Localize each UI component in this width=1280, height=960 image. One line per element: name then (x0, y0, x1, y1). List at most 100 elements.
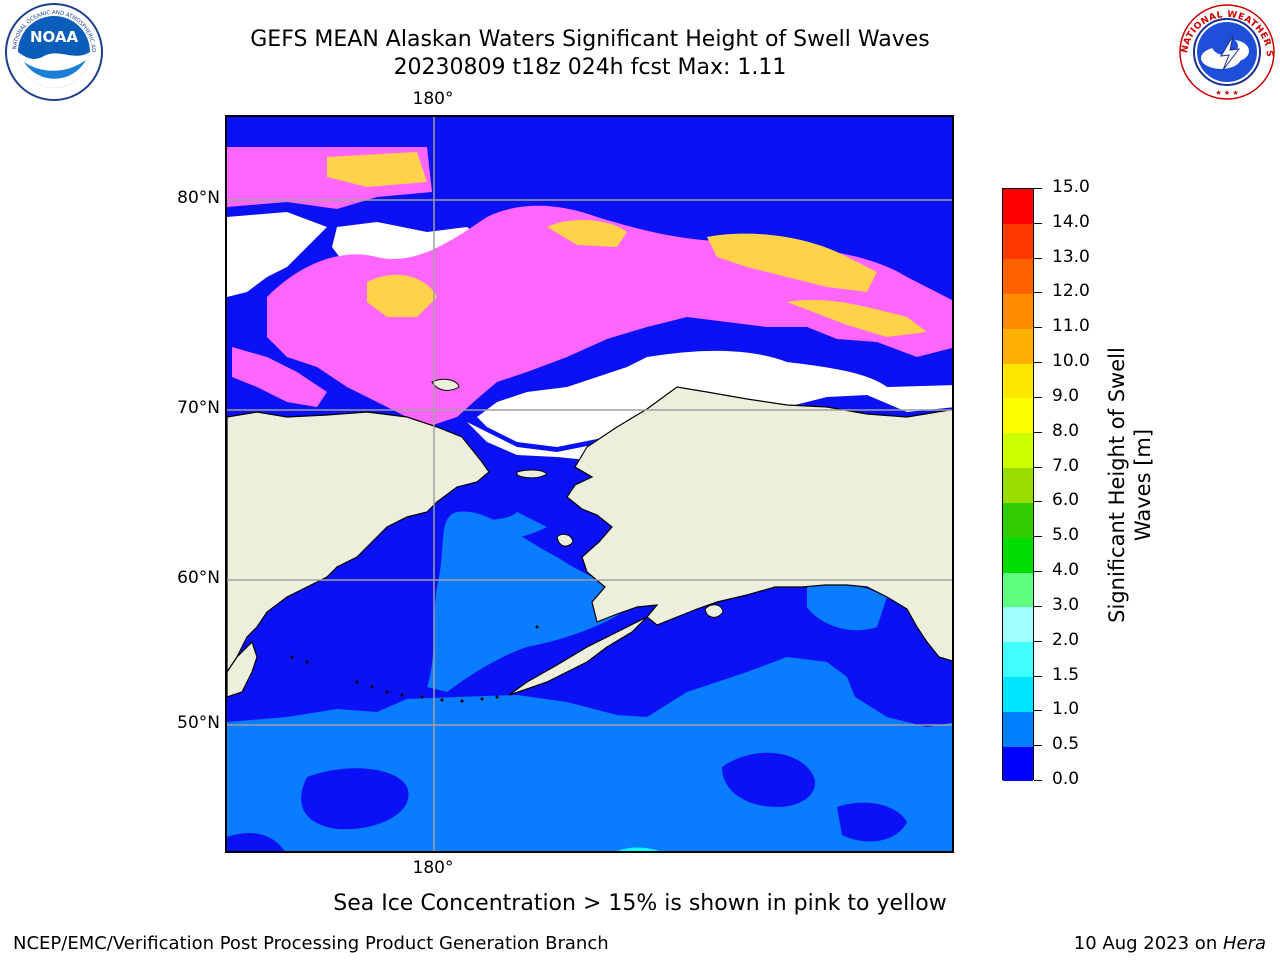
swell-low-pocket-2 (722, 752, 816, 807)
colorbar-tick (1034, 710, 1042, 712)
land-alaska-peninsula (508, 616, 648, 696)
nws-logo-icon: NATIONAL WEATHER SERVICE ★ ★ ★ (1176, 2, 1275, 100)
island-st-lawrence (516, 469, 548, 479)
colorbar-tick-label: 8.0 (1052, 420, 1080, 441)
sea-ice-yellow-2 (707, 233, 877, 292)
sea-ice-yellow-5 (787, 299, 927, 337)
swell-high-patch (618, 847, 659, 851)
svg-text:★ ★ ★: ★ ★ ★ (1215, 89, 1238, 97)
colorbar-tick (1034, 675, 1042, 677)
colorbar-tick-label: 12.0 (1052, 281, 1090, 302)
colorbar-tick-label: 11.0 (1052, 316, 1090, 337)
footer-credit: NCEP/EMC/Verification Post Processing Pr… (13, 933, 609, 954)
colorbar-segment (1003, 711, 1033, 747)
lat-label-60n: 60°N (177, 568, 220, 588)
land-siberia (227, 411, 490, 674)
lat-label-80n: 80°N (177, 188, 220, 208)
colorbar-segment (1003, 502, 1033, 538)
colorbar-segment (1003, 363, 1033, 399)
colorbar-tick (1034, 396, 1042, 398)
island-kodiak (704, 604, 724, 618)
swell-map (227, 117, 952, 851)
map-panel (225, 115, 954, 853)
sea-ice-yellow-3 (367, 274, 437, 317)
graticule (227, 117, 952, 851)
colorbar-segment (1003, 293, 1033, 329)
colorbar-label: Significant Height of Swell Waves [m] (1104, 285, 1156, 685)
colorbar-tick (1034, 362, 1042, 364)
colorbar-tick (1034, 188, 1042, 189)
colorbar-tick (1034, 222, 1042, 224)
colorbar-tick-label: 10.0 (1052, 351, 1090, 372)
island-nunivak (556, 533, 574, 547)
colorbar-tick (1034, 466, 1042, 468)
colorbar (1002, 188, 1034, 782)
swell-mid-field-3 (457, 512, 547, 539)
swell-low-pocket-1 (301, 768, 409, 830)
land-kamchatka (227, 640, 258, 698)
colorbar-tick (1034, 605, 1042, 607)
noaa-logo-text: NOAA (30, 28, 79, 46)
colorbar-label-line2: Waves [m] (1131, 428, 1155, 542)
colorbar-segment (1003, 537, 1033, 573)
colorbar-tick (1034, 327, 1042, 329)
no-data-band-3 (227, 212, 327, 297)
sea-ice-pink-3 (232, 347, 327, 407)
colorbar-segment (1003, 572, 1033, 608)
colorbar-tick (1034, 640, 1042, 642)
sea-ice-yellow-4 (547, 220, 627, 247)
lon-label-top: 180° (412, 89, 454, 109)
colorbar-tick (1034, 501, 1042, 503)
colorbar-tick-label: 1.0 (1052, 699, 1080, 720)
footer-date: 10 Aug 2023 on Hera (1074, 933, 1266, 954)
colorbar-tick (1034, 257, 1042, 259)
colorbar-tick-label: 14.0 (1052, 211, 1090, 232)
footer-date-text: 10 Aug 2023 on (1073, 933, 1223, 954)
lat-label-70n: 70°N (177, 398, 220, 418)
colorbar-segment (1003, 258, 1033, 294)
swell-mid-field-4 (807, 582, 887, 631)
colorbar-tick-label: 0.5 (1052, 734, 1080, 755)
island-wrangel (431, 378, 460, 391)
colorbar-tick (1034, 780, 1042, 781)
colorbar-tick-label: 2.0 (1052, 629, 1080, 650)
lon-label-bottom: 180° (412, 858, 454, 878)
chart-subtitle: 20230809 t18z 024h fcst Max: 1.11 (393, 55, 787, 80)
colorbar-segment (1003, 746, 1033, 782)
colorbar-tick-label: 3.0 (1052, 594, 1080, 615)
colorbar-tick (1034, 571, 1042, 573)
colorbar-tick (1034, 431, 1042, 433)
colorbar-label-line1: Significant Height of Swell (1105, 347, 1129, 623)
colorbar-tick-label: 15.0 (1052, 177, 1090, 197)
colorbar-segment (1003, 432, 1033, 469)
colorbar-segment (1003, 223, 1033, 260)
colorbar-segment (1003, 606, 1033, 643)
colorbar-segment (1003, 328, 1033, 364)
lat-label-50n: 50°N (177, 713, 220, 733)
sea-ice-note-text: Sea Ice Concentration > 15% is shown in … (333, 891, 947, 916)
chart-title: GEFS MEAN Alaskan Waters Significant Hei… (250, 27, 930, 52)
colorbar-tick-label: 9.0 (1052, 385, 1080, 406)
swell-low-pocket-4 (227, 833, 285, 851)
aleutian-islands (290, 625, 539, 703)
colorbar-segment (1003, 641, 1033, 678)
footer-machine: Hera (1222, 933, 1266, 954)
noaa-logo-icon: NOAA NATIONAL OCEANIC AND ATMOSPHERIC AD… (4, 2, 103, 101)
colorbar-tick (1034, 745, 1042, 747)
colorbar-tick (1034, 292, 1042, 294)
colorbar-tick-label: 0.0 (1052, 769, 1080, 789)
colorbar-tick-label: 13.0 (1052, 246, 1090, 267)
swell-low-pocket-3 (837, 802, 907, 842)
colorbar-segment (1003, 467, 1033, 503)
sea-ice-yellow (327, 152, 427, 187)
colorbar-tick-label: 7.0 (1052, 455, 1080, 476)
colorbar-tick-label: 4.0 (1052, 560, 1080, 581)
colorbar-tick-label: 1.5 (1052, 664, 1080, 685)
colorbar-tick-label: 5.0 (1052, 525, 1080, 546)
swell-mid-field-2 (427, 511, 637, 692)
colorbar-segment (1003, 189, 1033, 225)
colorbar-tick-label: 6.0 (1052, 490, 1080, 511)
colorbar-segment (1003, 676, 1033, 712)
colorbar-tick (1034, 536, 1042, 538)
colorbar-segment (1003, 397, 1033, 434)
